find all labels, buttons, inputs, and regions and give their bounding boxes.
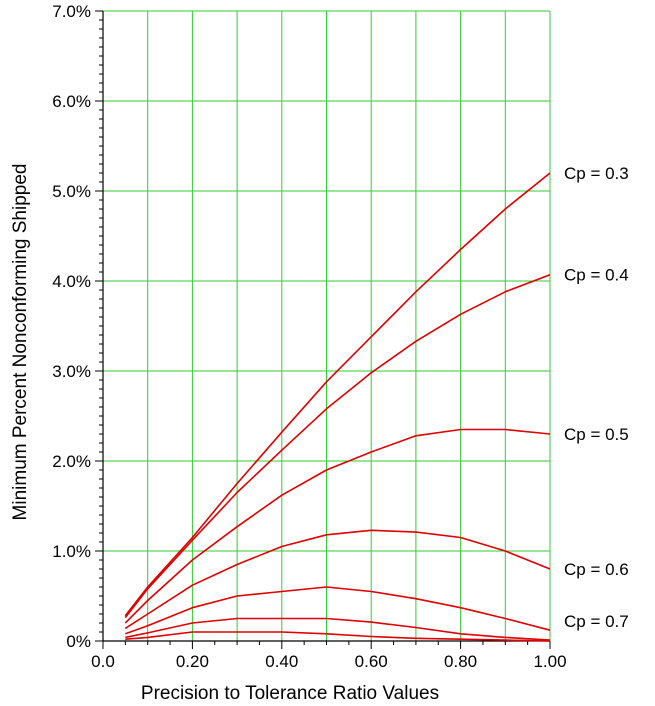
series-line — [125, 617, 551, 641]
grid — [103, 10, 551, 641]
series-labels: Cp = 0.3 Cp = 0.4 Cp = 0.5 Cp = 0.6 Cp = 0.7 — [564, 164, 629, 631]
y-tick-label: 4.0% — [52, 272, 91, 291]
series-label: Cp = 0.4 — [564, 266, 629, 285]
y-tick-label: 0% — [66, 632, 91, 651]
axes — [95, 10, 551, 649]
series-label: Cp = 0.3 — [564, 164, 629, 183]
series-lines — [124, 172, 551, 642]
series-line — [124, 172, 551, 617]
series-line — [124, 273, 551, 619]
x-tick-label: 0.60 — [355, 652, 388, 671]
series-line — [125, 631, 551, 642]
series-line — [124, 428, 551, 624]
x-tick-label: 0.80 — [444, 652, 477, 671]
tick-labels: 0% 1.0% 2.0% 3.0% 4.0% 5.0% 6.0% 7.0% 0.0 0.20 0.4… — [52, 2, 566, 671]
x-tick-label: 1.00 — [533, 652, 566, 671]
y-tick-label: 1.0% — [52, 542, 91, 561]
x-tick-label: 0.0 — [91, 652, 115, 671]
y-tick-label: 3.0% — [52, 362, 91, 381]
series-line — [125, 586, 551, 635]
x-axis-title: Precision to Tolerance Ratio Values — [141, 683, 439, 704]
series-line — [124, 529, 551, 630]
y-axis-title: Minimum Percent Nonconforming Shipped — [10, 164, 31, 521]
y-tick-label: 2.0% — [52, 452, 91, 471]
series-label: Cp = 0.6 — [564, 560, 629, 579]
series-label: Cp = 0.7 — [564, 612, 629, 631]
x-tick-label: 0.20 — [176, 652, 209, 671]
x-tick-label: 0.40 — [265, 652, 298, 671]
y-tick-label: 6.0% — [52, 92, 91, 111]
y-tick-label: 7.0% — [52, 2, 91, 21]
y-tick-label: 5.0% — [52, 182, 91, 201]
series-label: Cp = 0.5 — [564, 425, 629, 444]
